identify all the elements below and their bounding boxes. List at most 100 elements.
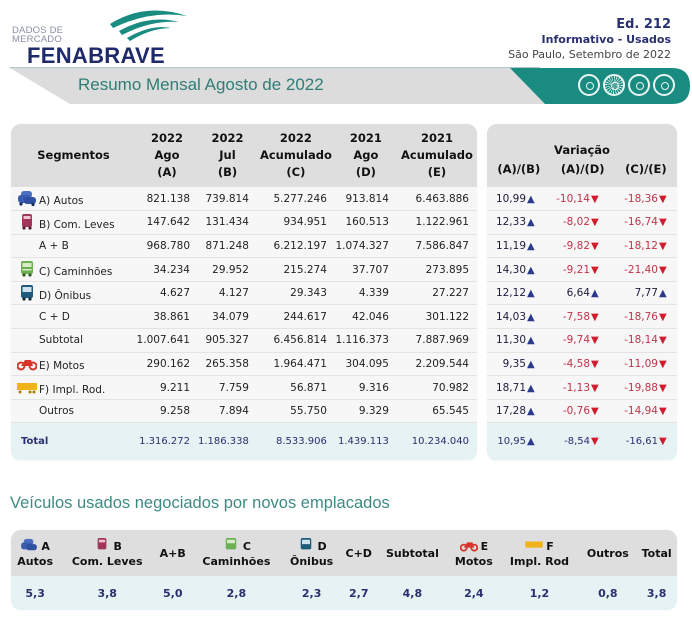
arrow-down-icon: ▼	[591, 264, 599, 276]
variation-cell-ad: -9,74▼	[545, 328, 609, 353]
ratio-col-header: B Com. Leves	[59, 530, 156, 576]
arrow-down-icon: ▼	[591, 311, 599, 323]
col-header-ab: (A)/(B)	[497, 161, 541, 176]
van-icon	[22, 213, 32, 230]
ratio-value: 3,8	[636, 576, 677, 610]
ratio-col-header: E Motos	[448, 530, 500, 576]
col-header-d: 2021 Ago (D)	[334, 124, 397, 187]
segment-label: D) Ônibus	[39, 289, 92, 302]
wheel-icon	[578, 74, 600, 96]
table-row: C) Caminhões 34.234 29.952 215.274 37.70…	[11, 257, 477, 282]
segment-label: A) Autos	[39, 195, 84, 208]
col-header-b: 2022 Jul (B)	[198, 124, 257, 187]
arrow-up-icon: ▲	[527, 264, 535, 276]
publication-name: Informativo - Usados	[541, 33, 671, 46]
trailer-icon	[525, 541, 543, 548]
bus-icon	[21, 284, 33, 301]
table-row: Outros 9.258 7.894 55.750 9.329 65.545	[11, 399, 477, 424]
page-title: Resumo Mensal Agosto de 2022	[78, 75, 324, 94]
arrow-down-icon: ▼	[591, 382, 599, 394]
logo-swoosh-icon	[110, 10, 187, 41]
ratio-table: A Autos B Com. Leves A+B C Caminhões D Ônibus C+D…	[11, 530, 677, 610]
ratio-value: 0,8	[579, 576, 637, 610]
fenabrave-logo: DADOS DE MERCADO FENABRAVE	[10, 6, 190, 68]
variation-cell-ad: -9,82▼	[545, 234, 609, 259]
variation-cell-ad: -1,13▼	[545, 375, 609, 400]
edition-number: Ed. 212	[616, 17, 671, 32]
bus-icon	[300, 537, 311, 549]
table-header-row: Segmentos 2022 Ago (A) 2022 Jul (B) 2022 Acum…	[11, 124, 477, 187]
truck-icon	[225, 537, 237, 549]
variation-cell-ad: -8,54▼	[545, 422, 609, 460]
variation-cell-ce: -19,88▼	[609, 375, 677, 400]
variation-cell-ad: -10,14▼	[545, 187, 609, 212]
arrow-down-icon: ▼	[659, 240, 667, 252]
arrow-down-icon: ▼	[659, 436, 667, 448]
arrow-up-icon: ▲	[527, 193, 535, 205]
wheel-icon	[603, 74, 625, 96]
ratio-col-header: D Ônibus	[282, 530, 341, 576]
arrow-down-icon: ▼	[591, 193, 599, 205]
ratio-col-header: Subtotal	[376, 530, 449, 576]
variation-cell-ce: -16,61▼	[609, 422, 677, 460]
variation-header-row: Variação (A)/(B) (A)/(D) (C)/(E)	[487, 124, 677, 187]
place-date: São Paulo, Setembro de 2022	[508, 48, 671, 61]
variation-row: 14,30▲ -9,21▼ -21,40▼	[487, 257, 677, 282]
ratio-col-header: A Autos	[11, 530, 60, 576]
arrow-down-icon: ▼	[591, 335, 599, 347]
total-label: Total	[11, 422, 136, 460]
arrow-down-icon: ▼	[659, 406, 667, 418]
variation-cell-ce: -11,09▼	[609, 352, 677, 377]
variation-cell-ad: 6,64▲	[545, 281, 609, 306]
car-icon	[18, 191, 36, 207]
variation-cell-ad: -9,21▼	[545, 257, 609, 282]
segment-label: C) Caminhões	[39, 266, 113, 279]
variation-cell-ce: 7,77▲	[609, 281, 677, 306]
ratio-col-header: Total	[636, 530, 677, 576]
ratio-value: 2,4	[448, 576, 500, 610]
variation-cell-ad: -7,58▼	[545, 304, 609, 330]
variation-cell-ab: 17,28▲	[487, 399, 545, 424]
variation-cell-ab: 9,35▲	[487, 352, 545, 377]
arrow-up-icon: ▲	[527, 382, 535, 394]
segment-label: F) Impl. Rod.	[39, 384, 106, 397]
variation-row: 18,71▲ -1,13▼ -19,88▼	[487, 375, 677, 400]
col-header-c: 2022 Acumulado (C)	[256, 124, 335, 187]
arrow-down-icon: ▼	[659, 217, 667, 229]
ratio-col-header: F Impl. Rod	[499, 530, 580, 576]
variation-row: 12,33▲ -8,02▼ -16,74▼	[487, 210, 677, 235]
variation-cell-ab: 11,19▲	[487, 234, 545, 259]
arrow-up-icon: ▲	[659, 288, 667, 300]
variation-cell-ce: -16,74▼	[609, 210, 677, 235]
wheel-icon	[653, 74, 675, 96]
motorcycle-icon	[17, 360, 37, 371]
variation-cell-ad: -4,58▼	[545, 352, 609, 377]
variation-cell-ce: -14,94▼	[609, 399, 677, 424]
ratio-header-row: A Autos B Com. Leves A+B C Caminhões D Ônibus C+D…	[11, 530, 677, 576]
logo-brand: FENABRAVE	[27, 43, 165, 68]
ratio-col-header: C+D	[340, 530, 377, 576]
truck-icon	[21, 261, 33, 277]
variation-cell-ce: -18,76▼	[609, 304, 677, 330]
variation-row: 9,35▲ -4,58▼ -11,09▼	[487, 352, 677, 377]
arrow-down-icon: ▼	[659, 382, 667, 394]
segment-label: Outros	[39, 405, 75, 418]
arrow-up-icon: ▲	[527, 311, 535, 323]
motorcycle-icon	[459, 541, 478, 552]
segment-label: E) Motos	[39, 360, 85, 373]
col-header-ce: (C)/(E)	[625, 161, 667, 176]
variation-cell-ab: 14,03▲	[487, 304, 545, 330]
variation-row: 14,03▲ -7,58▼ -18,76▼	[487, 304, 677, 330]
arrow-down-icon: ▼	[591, 436, 599, 448]
arrow-down-icon: ▼	[659, 358, 667, 370]
edition-info: Ed. 212 Informativo - Usados São Paulo, …	[508, 17, 671, 62]
arrow-down-icon: ▼	[659, 335, 667, 347]
segment-label: Subtotal	[39, 334, 83, 347]
variation-cell-ab: 12,12▲	[487, 281, 545, 306]
segment-label: C + D	[39, 310, 70, 323]
ratio-section-title: Veículos usados negociados por novos emp…	[10, 494, 390, 512]
variation-cell-ab: 11,30▲	[487, 328, 545, 353]
ratio-value: 5,0	[155, 576, 191, 610]
monthly-summary-table: Segmentos 2022 Ago (A) 2022 Jul (B) 2022 Acum…	[11, 124, 477, 461]
variation-cell-ad: -8,02▼	[545, 210, 609, 235]
